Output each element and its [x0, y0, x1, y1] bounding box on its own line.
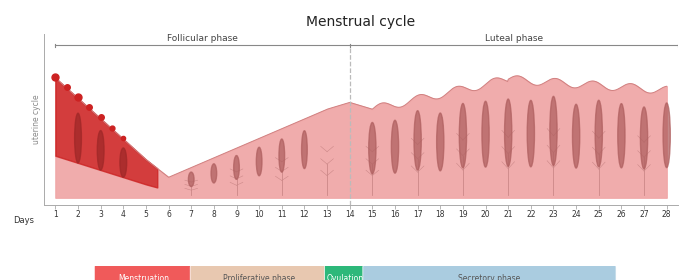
Ellipse shape [211, 164, 217, 183]
Ellipse shape [663, 103, 670, 168]
Title: Menstrual cycle: Menstrual cycle [306, 15, 416, 29]
FancyBboxPatch shape [190, 263, 328, 280]
Ellipse shape [550, 96, 557, 165]
Ellipse shape [572, 104, 580, 168]
Ellipse shape [459, 104, 466, 168]
Ellipse shape [505, 99, 512, 166]
Ellipse shape [527, 101, 534, 167]
Text: Secretory phase: Secretory phase [458, 274, 520, 280]
Ellipse shape [595, 100, 602, 167]
Ellipse shape [120, 148, 127, 177]
Ellipse shape [369, 122, 376, 174]
Text: Days: Days [14, 216, 35, 225]
Ellipse shape [256, 147, 262, 176]
Text: Menstruation: Menstruation [119, 274, 170, 280]
Y-axis label: uterine cycle: uterine cycle [33, 95, 42, 144]
Text: Ovulation: Ovulation [327, 274, 364, 280]
Ellipse shape [392, 120, 398, 173]
Text: Luteal phase: Luteal phase [485, 34, 543, 43]
Ellipse shape [234, 156, 239, 179]
Ellipse shape [640, 107, 648, 169]
Ellipse shape [414, 111, 421, 170]
Ellipse shape [279, 139, 285, 172]
Text: Proliferative phase: Proliferative phase [223, 274, 295, 280]
Ellipse shape [301, 131, 307, 169]
FancyBboxPatch shape [324, 263, 367, 280]
Ellipse shape [75, 113, 81, 163]
Text: Follicular phase: Follicular phase [167, 34, 238, 43]
Ellipse shape [188, 172, 194, 186]
FancyBboxPatch shape [363, 263, 616, 280]
Ellipse shape [482, 101, 489, 167]
Ellipse shape [437, 113, 444, 171]
Ellipse shape [617, 104, 625, 168]
FancyBboxPatch shape [94, 263, 194, 280]
Ellipse shape [97, 130, 104, 170]
